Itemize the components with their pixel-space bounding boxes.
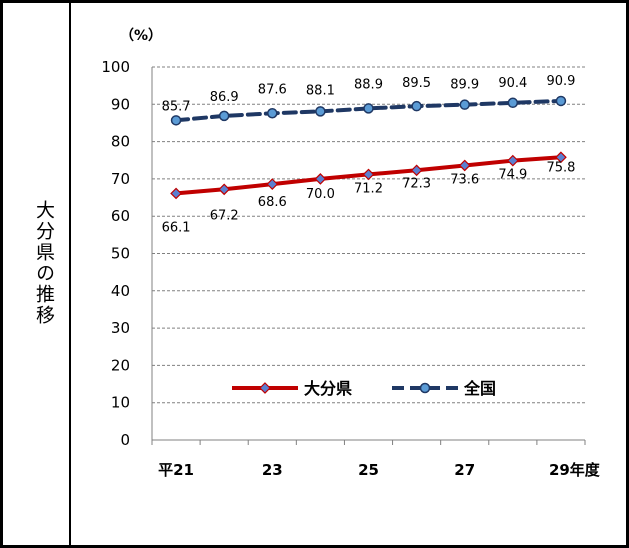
data-label: 85.7 [162,99,191,114]
data-label: 72.3 [402,176,431,191]
y-tick-label: 0 [120,431,130,449]
data-point-marker [362,168,375,181]
data-label: 70.0 [306,187,335,202]
data-point-marker [555,95,567,107]
y-tick-label: 80 [111,133,130,151]
x-tick-label: 29年度 [549,461,601,479]
data-point-marker [507,97,519,109]
y-tick-label: 70 [111,170,130,188]
data-label: 71.2 [354,181,383,196]
data-label: 74.9 [498,168,527,183]
data-label: 90.4 [498,76,527,91]
x-tick-label: 23 [262,461,283,479]
legend-label-national: 全国 [463,379,496,398]
legend-marker-national [419,382,431,394]
data-label: 67.2 [210,208,239,223]
y-tick-label: 90 [111,95,130,113]
data-point-marker [506,154,519,167]
data-label: 66.1 [162,220,191,235]
data-point-marker [458,159,471,172]
data-point-marker [218,183,231,196]
y-tick-label: 40 [111,282,130,300]
legend-label-ken: 大分県 [304,379,352,398]
data-point-marker [363,103,374,114]
data-point-marker [267,108,278,119]
data-point-marker [555,151,567,164]
side-label: 大分県の推移 [33,200,55,326]
data-label: 68.6 [258,195,287,210]
y-tick-label: 100 [101,58,130,76]
x-tick-label: 25 [358,461,379,479]
y-tick-label: 50 [111,245,130,263]
data-point-marker [410,164,423,177]
data-point-marker [170,187,182,200]
data-label: 75.8 [546,160,575,175]
data-label: 90.9 [546,74,575,89]
y-tick-label: 10 [111,394,130,412]
data-point-marker [218,110,230,122]
data-label: 89.5 [402,76,431,91]
y-tick-label: 60 [111,207,130,225]
data-point-marker [315,106,326,117]
x-tick-label: 平21 [158,461,194,479]
y-tick-label: 30 [111,319,130,337]
y-tick-label: 20 [111,356,130,374]
data-point-marker [459,99,470,110]
data-label: 86.9 [210,90,239,105]
data-label: 89.9 [450,78,479,93]
data-label: 87.6 [258,82,287,97]
data-point-marker [411,100,422,112]
data-label: 88.9 [354,77,383,92]
data-point-marker [314,173,327,185]
x-tick-label: 27 [454,461,475,479]
y-unit-label: （%） [120,28,162,44]
legend-marker-ken [259,382,271,394]
data-label: 73.6 [450,172,479,187]
data-point-marker [170,115,182,126]
data-label: 88.1 [306,83,335,98]
data-point-marker [266,178,279,190]
